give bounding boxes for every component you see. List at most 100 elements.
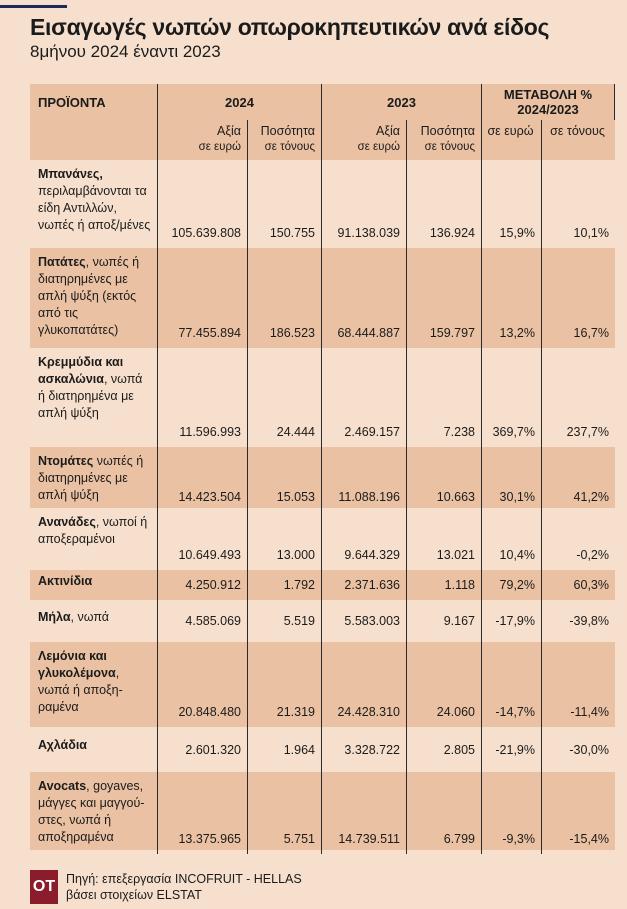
value-2024: 20.848.480 [158, 642, 248, 727]
product-description: περιλαμβάνονται τα είδη Αντιλλών, νωπές … [38, 184, 151, 232]
qty-2023: 10.663 [407, 447, 482, 512]
product-name: Ακτινίδια [30, 570, 158, 600]
change-tons: -11,4% [570, 705, 609, 719]
pct-eur-label: σε ευρώ [487, 124, 534, 138]
qty-label: Ποσότητα [260, 124, 315, 138]
source-note: OT Πηγή: επεξεργασία INCOFRUIT - HELLAS … [30, 870, 302, 904]
header-row-1: ΠΡΟΪΟΝΤΑ 2024 2023 ΜΕΤΑΒΟΛΗ % 2024/2023 [30, 84, 615, 120]
product-name: Πατάτες, νωπές ή διατηρημένες με απλή ψύ… [30, 248, 158, 348]
product-name-bold: Avocats [38, 779, 87, 793]
product-name: Μπανάνες, περιλαμβάνονται τα είδη Αντιλλ… [30, 160, 158, 248]
change-tons: -30,0% [569, 742, 609, 757]
product-description: , νωπά ή διατηρημένα με απλή ψύξη [38, 372, 143, 420]
table-row: Κρεμμύδια και ασκαλώνια, νωπά ή διατηρημ… [30, 348, 615, 447]
value-2024: 105.639.808 [158, 160, 248, 248]
value-2023: 5.583.003 [322, 600, 407, 642]
header-products: ΠΡΟΪΟΝΤΑ [30, 84, 158, 120]
header-qty-2024: Ποσότητα σε τόνους [248, 120, 322, 161]
qty-2023: 1.118 [407, 570, 482, 600]
product-name: Αχλάδια [30, 727, 158, 772]
table-row: Μήλα, νωπά 4.585.069 5.519 5.583.003 9.167 -1… [30, 600, 615, 642]
change-tons: -15,4% [569, 832, 609, 846]
value-unit: σε ευρώ [357, 141, 400, 153]
table-row: Ακτινίδια 4.250.912 1.792 2.371.636 1.118 79,… [30, 570, 615, 600]
product-name-bold: Ανανάδες [38, 515, 96, 529]
qty-2024: 5.751 [248, 772, 322, 854]
value-2023: 68.444.887 [322, 248, 407, 348]
change-eur: -17,9% [482, 600, 542, 642]
value-2023: 2.469.157 [322, 348, 407, 447]
change-eur: 15,9% [482, 160, 542, 248]
qty-unit: σε τόνους [424, 141, 475, 153]
table-row: Ανανάδες, νωποί ή αποξεραμένοι 10.649.493… [30, 508, 615, 570]
logo-text: OT [32, 878, 56, 895]
product-description: , νωπές ή διατηρημένες με απλή ψύξη (εκτ… [38, 255, 140, 337]
value-2024: 4.585.069 [158, 600, 248, 642]
qty-2024: 1.964 [248, 727, 322, 772]
product-name-bold: Κρεμμύδια και ασκαλώνια [38, 355, 124, 386]
source-line-2: βάσει στοιχείων ELSTAT [66, 888, 202, 902]
product-name: Κρεμμύδια και ασκαλώνια, νωπά ή διατηρημ… [30, 348, 158, 447]
qty-2024: 15.053 [248, 447, 322, 512]
product-name: Λεμόνια και γλυκολέμονα, νωπά ή αποξη-ρα… [30, 642, 158, 727]
table-row: Μπανάνες, περιλαμβάνονται τα είδη Αντιλλ… [30, 160, 615, 248]
header-change: ΜΕΤΑΒΟΛΗ % 2024/2023 [482, 84, 615, 120]
value-2023: 11.088.196 [322, 447, 407, 512]
product-description: νωπές ή διατηρημένες με απλή ψύξη [38, 454, 144, 502]
header-qty-2023: Ποσότητα σε τόνους [407, 120, 482, 161]
header-pct-tons: σε τόνους [542, 120, 615, 161]
value-label: Αξία [217, 124, 241, 138]
product-name-bold: Μήλα [38, 609, 71, 624]
page-title: Εισαγωγές νωπών οπωροκηπευτικών ανά είδο… [30, 14, 550, 40]
product-name-bold: Μπανάνες, [38, 167, 103, 181]
value-2024: 2.601.320 [158, 727, 248, 772]
qty-unit: σε τόνους [264, 141, 315, 153]
source-text: Πηγή: επεξεργασία INCOFRUIT - HELLAS βάσ… [66, 871, 302, 903]
change-eur: -14,7% [482, 642, 542, 727]
qty-2023: 9.167 [407, 600, 482, 642]
accent-line [0, 5, 67, 8]
source-line-1: Πηγή: επεξεργασία INCOFRUIT - HELLAS [66, 872, 302, 886]
change-tons: 60,3% [573, 578, 609, 592]
change-tons: 10,1% [573, 226, 609, 240]
qty-2023: 24.060 [407, 642, 482, 727]
product-name-bold: Ακτινίδια [38, 573, 93, 588]
table-body: Μπανάνες, περιλαμβάνονται τα είδη Αντιλλ… [30, 160, 615, 854]
value-2024: 11.596.993 [158, 348, 248, 447]
header-row-2: Αξία σε ευρώ Ποσότητα σε τόνους Αξία σε ευρ… [30, 120, 615, 161]
header-value-2024: Αξία σε ευρώ [158, 120, 248, 161]
qty-2023: 13.021 [407, 508, 482, 570]
change-tons: 16,7% [573, 326, 609, 340]
qty-2024: 13.000 [248, 508, 322, 570]
qty-2023: 159.797 [407, 248, 482, 348]
qty-2024: 5.519 [248, 600, 322, 642]
qty-2024: 150.755 [248, 160, 322, 248]
change-tons: -39,8% [569, 614, 609, 628]
table-row: Λεμόνια και γλυκολέμονα, νωπά ή αποξη-ρα… [30, 642, 615, 727]
change-eur: -21,9% [482, 727, 542, 772]
value-label: Αξία [376, 124, 400, 138]
value-2024: 10.649.493 [158, 508, 248, 570]
value-2023: 91.138.039 [322, 160, 407, 248]
change-tons: 41,2% [573, 490, 609, 504]
value-2023: 3.328.722 [322, 727, 407, 772]
change-eur: 10,4% [482, 508, 542, 570]
table-row: Αχλάδια 2.601.320 1.964 3.328.722 2.805 -21,9… [30, 727, 615, 772]
product-name-bold: Ντομάτες [38, 454, 94, 468]
product-name: Avocats, goyaves, μάγγες και μαγγού-στες… [30, 772, 158, 854]
product-name-bold: Λεμόνια και γλυκολέμονα [38, 649, 116, 680]
value-2023: 14.739.511 [322, 772, 407, 854]
qty-2024: 24.444 [248, 348, 322, 447]
product-description: , νωποί ή αποξεραμένοι [38, 515, 148, 546]
product-name: Ντομάτες νωπές ή διατηρημένες με απλή ψύ… [30, 447, 158, 512]
value-2023: 9.644.329 [322, 508, 407, 570]
table-row: Avocats, goyaves, μάγγες και μαγγού-στες… [30, 772, 615, 854]
change-tons: -0,2% [576, 548, 609, 562]
qty-2023: 7.238 [407, 348, 482, 447]
value-2023: 2.371.636 [322, 570, 407, 600]
qty-2023: 6.799 [407, 772, 482, 854]
product-description: , goyaves, μάγγες και μαγγού-στες, νωπά … [38, 779, 145, 844]
product-name: Ανανάδες, νωποί ή αποξεραμένοι [30, 508, 158, 570]
value-2024: 13.375.965 [158, 772, 248, 854]
product-description: , νωπά [70, 609, 109, 624]
